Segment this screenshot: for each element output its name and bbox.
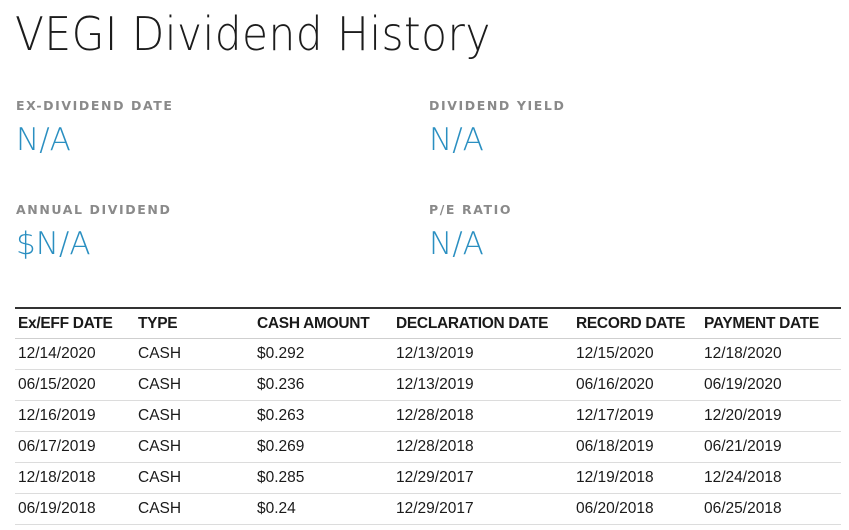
stat-label: ANNUAL DIVIDEND xyxy=(16,202,172,217)
cell-payment-date: 06/19/2020 xyxy=(701,369,841,401)
column-header-declaration-date[interactable]: DECLARATION DATE xyxy=(393,308,573,339)
cell-payment-date: 06/25/2018 xyxy=(701,493,841,525)
stat-value: N/A xyxy=(429,122,484,158)
column-header-ex-eff-date[interactable]: Ex/EFF DATE xyxy=(15,308,135,339)
column-header-payment-date[interactable]: PAYMENT DATE xyxy=(701,308,841,339)
column-header-cash-amount[interactable]: CASH AMOUNT xyxy=(254,308,393,339)
stat-ex-dividend-date: EX-DIVIDEND DATE N/A xyxy=(16,98,396,158)
cell-ex-eff-date: 06/15/2020 xyxy=(15,369,135,401)
cell-ex-eff-date: 06/17/2019 xyxy=(15,431,135,463)
cell-record-date: 12/15/2020 xyxy=(573,338,701,370)
cell-type: CASH xyxy=(135,369,254,401)
cell-cash-amount: $0.236 xyxy=(254,369,393,401)
cell-payment-date: 12/24/2018 xyxy=(701,462,841,494)
cell-type: CASH xyxy=(135,338,254,370)
cell-cash-amount: $0.24 xyxy=(254,493,393,525)
cell-payment-date: 12/18/2020 xyxy=(701,338,841,370)
column-header-record-date[interactable]: RECORD DATE xyxy=(573,308,701,339)
stat-label: P/E RATIO xyxy=(429,202,513,217)
cell-ex-eff-date: 12/14/2020 xyxy=(15,338,135,370)
table-row: 12/18/2018 CASH $0.285 12/29/2017 12/19/… xyxy=(15,462,841,494)
cell-payment-date: 12/20/2019 xyxy=(701,400,841,432)
cell-type: CASH xyxy=(135,493,254,525)
cell-record-date: 12/19/2018 xyxy=(573,462,701,494)
stat-value: N/A xyxy=(16,122,71,158)
stat-label: EX-DIVIDEND DATE xyxy=(16,98,174,113)
cell-record-date: 06/18/2019 xyxy=(573,431,701,463)
stat-value: $N/A xyxy=(16,226,91,262)
table-row: 12/14/2020 CASH $0.292 12/13/2019 12/15/… xyxy=(15,338,841,370)
cell-ex-eff-date: 06/19/2018 xyxy=(15,493,135,525)
table-row: 12/16/2019 CASH $0.263 12/28/2018 12/17/… xyxy=(15,400,841,432)
stat-pe-ratio: P/E RATIO N/A xyxy=(429,202,809,262)
cell-ex-eff-date: 12/16/2019 xyxy=(15,400,135,432)
cell-cash-amount: $0.263 xyxy=(254,400,393,432)
column-header-type[interactable]: TYPE xyxy=(135,308,254,339)
cell-cash-amount: $0.292 xyxy=(254,338,393,370)
stat-label: DIVIDEND YIELD xyxy=(429,98,566,113)
cell-record-date: 06/20/2018 xyxy=(573,493,701,525)
cell-cash-amount: $0.269 xyxy=(254,431,393,463)
table-row: 06/17/2019 CASH $0.269 12/28/2018 06/18/… xyxy=(15,431,841,463)
cell-declaration-date: 12/28/2018 xyxy=(393,400,573,432)
cell-type: CASH xyxy=(135,400,254,432)
cell-record-date: 06/16/2020 xyxy=(573,369,701,401)
cell-cash-amount: $0.285 xyxy=(254,462,393,494)
cell-type: CASH xyxy=(135,431,254,463)
cell-declaration-date: 12/29/2017 xyxy=(393,493,573,525)
cell-record-date: 12/17/2019 xyxy=(573,400,701,432)
table-row: 06/19/2018 CASH $0.24 12/29/2017 06/20/2… xyxy=(15,493,841,525)
table-row: 06/15/2020 CASH $0.236 12/13/2019 06/16/… xyxy=(15,369,841,401)
cell-declaration-date: 12/28/2018 xyxy=(393,431,573,463)
cell-declaration-date: 12/13/2019 xyxy=(393,369,573,401)
dividend-history-table: Ex/EFF DATE TYPE CASH AMOUNT DECLARATION… xyxy=(15,307,841,525)
stat-annual-dividend: ANNUAL DIVIDEND $N/A xyxy=(16,202,396,262)
stat-dividend-yield: DIVIDEND YIELD N/A xyxy=(429,98,809,158)
stat-value: N/A xyxy=(429,226,484,262)
cell-type: CASH xyxy=(135,462,254,494)
table-header-row: Ex/EFF DATE TYPE CASH AMOUNT DECLARATION… xyxy=(15,308,841,339)
cell-payment-date: 06/21/2019 xyxy=(701,431,841,463)
cell-ex-eff-date: 12/18/2018 xyxy=(15,462,135,494)
cell-declaration-date: 12/13/2019 xyxy=(393,338,573,370)
cell-declaration-date: 12/29/2017 xyxy=(393,462,573,494)
page-title: VEGI Dividend History xyxy=(15,7,491,61)
